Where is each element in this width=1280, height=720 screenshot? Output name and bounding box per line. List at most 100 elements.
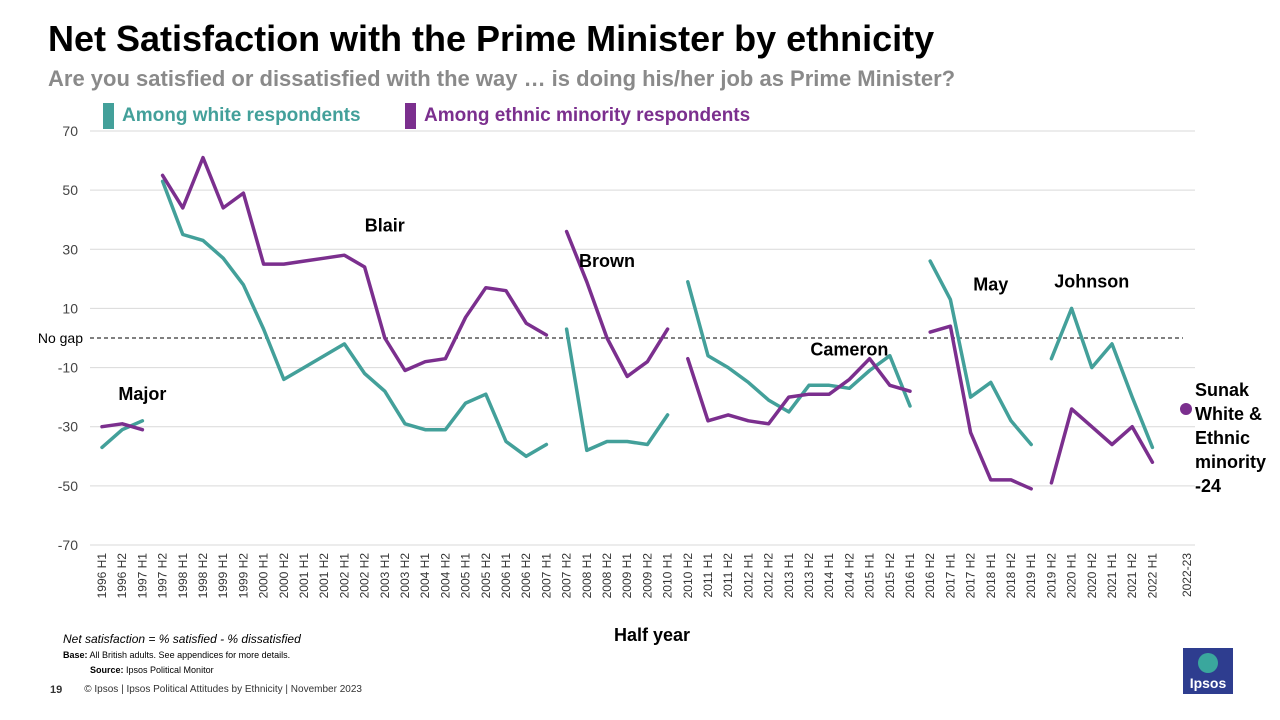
x-axis-title: Half year — [614, 625, 690, 645]
x-tick-label: 2022 H1 — [1145, 553, 1159, 599]
white-respondents-line — [928, 259, 1033, 447]
x-tick-label: 1997 H1 — [135, 553, 149, 599]
x-tick-label: 2016 H1 — [903, 553, 917, 599]
x-tick-label: 2000 H2 — [277, 553, 291, 599]
legend-white: Among white respondents — [103, 103, 361, 129]
y-tick-label: -70 — [58, 537, 78, 553]
x-tick-label: 2006 H1 — [499, 553, 513, 599]
minority-respondents-line — [160, 155, 549, 373]
x-tick-label: 2014 H2 — [842, 553, 856, 599]
sunak-point — [1180, 402, 1192, 415]
x-tick-label: 1999 H2 — [236, 553, 250, 599]
sunak-label-line: White & — [1195, 404, 1262, 424]
minority-respondents-line — [564, 229, 670, 379]
ipsos-logo: Ipsos — [1183, 648, 1233, 694]
y-tick-label: -50 — [58, 478, 78, 494]
legend-white-swatch — [103, 103, 114, 129]
sunak-label-line: minority — [1195, 452, 1266, 472]
x-tick-label: 2010 H2 — [681, 553, 695, 599]
x-tick-label: 2002 H2 — [358, 553, 372, 599]
base-text: All British adults. See appendices for m… — [89, 650, 291, 660]
no-gap-label: No gap — [38, 330, 83, 346]
white-respondents-line — [100, 419, 145, 450]
x-tick-label: 2017 H2 — [964, 553, 978, 599]
base-label: Base: — [63, 650, 88, 660]
x-tick-label: 2007 H1 — [539, 553, 553, 599]
minority-respondents-line — [100, 422, 145, 432]
x-tick-label: 2000 H1 — [257, 553, 271, 599]
x-tick-label: 2012 H1 — [741, 553, 755, 599]
legend-minority-swatch — [405, 103, 416, 129]
pm-label-major: Major — [118, 384, 166, 404]
x-tick-label: 2011 H1 — [701, 553, 715, 598]
logo-mark-icon — [1198, 653, 1218, 673]
x-tick-label: 2002 H1 — [337, 553, 351, 599]
white-respondents-line — [564, 327, 670, 453]
x-tick-label: 2007 H2 — [560, 553, 574, 599]
copyright: © Ipsos | Ipsos Political Attitudes by E… — [84, 684, 362, 695]
x-tick-label: 2003 H2 — [398, 553, 412, 599]
x-tick-label: 2001 H1 — [297, 553, 311, 599]
x-tick-label: 2022-23 — [1180, 553, 1194, 597]
footer: 19 © Ipsos | Ipsos Political Attitudes b… — [50, 684, 362, 696]
sunak-label-line: Sunak — [1195, 380, 1250, 400]
x-tick-label: 2005 H2 — [479, 553, 493, 599]
source-note: Source: Ipsos Political Monitor — [90, 665, 214, 675]
y-tick-label: 50 — [62, 182, 78, 198]
pm-label-cameron: Cameron — [810, 340, 888, 360]
x-tick-label: 2009 H1 — [620, 553, 634, 599]
x-tick-label: 2014 H1 — [822, 553, 836, 599]
x-tick-label: 2003 H1 — [378, 553, 392, 599]
x-tick-label: 2008 H2 — [600, 553, 614, 599]
x-tick-label: 1996 H2 — [115, 553, 129, 599]
x-tick-label: 2011 H2 — [721, 553, 735, 598]
white-respondents-line — [1049, 306, 1155, 450]
x-tick-label: 2009 H2 — [640, 553, 654, 599]
x-tick-label: 2018 H1 — [984, 553, 998, 599]
x-tick-label: 2015 H1 — [863, 553, 877, 599]
source-label: Source: — [90, 665, 124, 675]
sunak-label-line: Ethnic — [1195, 428, 1250, 448]
x-tick-label: 2020 H1 — [1065, 553, 1079, 599]
page-subtitle: Are you satisfied or dissatisfied with t… — [48, 66, 956, 91]
source-text: Ipsos Political Monitor — [126, 665, 214, 675]
x-tick-label: 2005 H1 — [459, 553, 473, 599]
y-tick-label: -30 — [58, 419, 78, 435]
x-tick-label: 2004 H1 — [418, 553, 432, 599]
legend-minority: Among ethnic minority respondents — [405, 103, 750, 129]
pm-label-may: May — [973, 275, 1008, 295]
x-tick-label: 2016 H2 — [923, 553, 937, 599]
x-tick-label: 2010 H1 — [661, 553, 675, 599]
x-tick-label: 2017 H1 — [943, 553, 957, 599]
x-tick-label: 2006 H2 — [519, 553, 533, 599]
x-tick-label: 1996 H1 — [95, 553, 109, 599]
x-tick-label: 2021 H2 — [1125, 553, 1139, 599]
minority-respondents-line — [1049, 407, 1155, 485]
legend-white-label: Among white respondents — [122, 105, 361, 126]
x-tick-label: 2018 H2 — [1004, 553, 1018, 599]
x-tick-label: 1998 H2 — [196, 553, 210, 599]
x-tick-label: 2004 H2 — [438, 553, 452, 599]
x-tick-label: 2021 H1 — [1105, 553, 1119, 599]
x-tick-label: 2012 H2 — [762, 553, 776, 599]
base-note: Base: All British adults. See appendices… — [63, 650, 290, 660]
x-tick-label: 1997 H2 — [156, 553, 170, 599]
page-number: 19 — [50, 684, 63, 696]
x-tick-label: 2001 H2 — [317, 553, 331, 599]
pm-label-brown: Brown — [579, 251, 635, 271]
minority-respondents-line — [686, 356, 912, 426]
minority-respondents-line — [928, 324, 1033, 491]
logo-text: Ipsos — [1189, 675, 1227, 691]
pm-label-blair: Blair — [365, 216, 405, 236]
y-tick-label: 30 — [62, 241, 78, 257]
x-tick-label: 2019 H1 — [1024, 553, 1038, 599]
sunak-label-line: -24 — [1195, 476, 1221, 496]
x-tick-label: 2013 H1 — [782, 553, 796, 599]
y-tick-label: 70 — [62, 123, 78, 139]
y-tick-label: -10 — [58, 360, 78, 376]
x-tick-label: 2015 H2 — [883, 553, 897, 599]
x-tick-label: 2020 H2 — [1085, 553, 1099, 599]
x-tick-label: 2013 H2 — [802, 553, 816, 599]
pm-label-johnson: Johnson — [1054, 272, 1129, 292]
